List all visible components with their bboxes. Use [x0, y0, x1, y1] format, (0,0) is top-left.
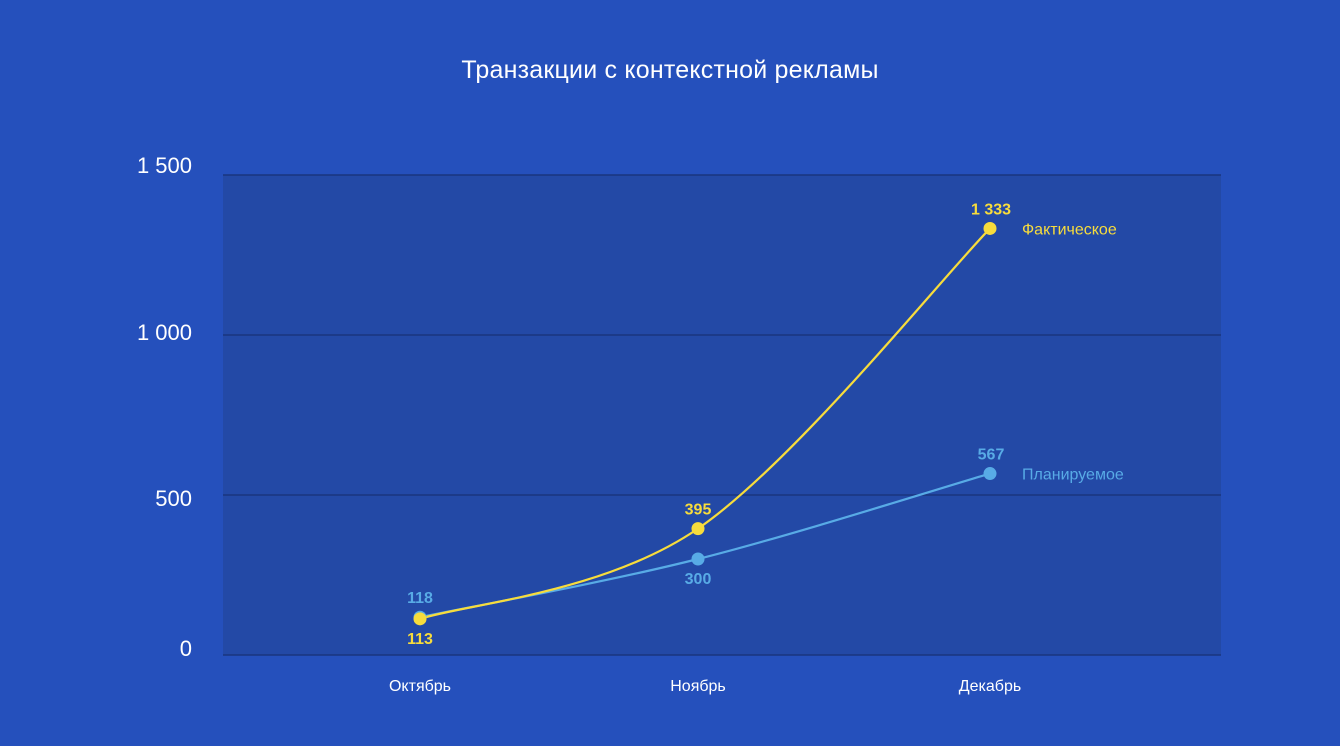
- x-tick-label: Декабрь: [959, 678, 1021, 695]
- chart-title: Транзакции с контекстной рекламы: [461, 56, 879, 84]
- x-tick-label: Октябрь: [389, 678, 451, 695]
- data-label: 1 333: [971, 201, 1011, 218]
- data-point: [413, 612, 427, 626]
- data-point: [983, 221, 997, 235]
- series-line-actual: [419, 227, 991, 620]
- data-label: 113: [407, 631, 433, 648]
- data-point: [983, 467, 997, 481]
- y-tick-label: 1 000: [137, 320, 192, 345]
- y-tick-label: 1 500: [137, 153, 192, 178]
- data-label: 395: [685, 502, 712, 519]
- x-tick-label: Ноябрь: [670, 678, 726, 695]
- data-label: 118: [407, 590, 433, 607]
- series-label: Планируемое: [1022, 467, 1124, 484]
- y-tick-label: 0: [180, 636, 192, 661]
- series-label: Фактическое: [1022, 221, 1117, 238]
- data-label: 567: [978, 447, 1005, 464]
- plot-area: [223, 175, 1221, 655]
- data-label: 300: [685, 571, 712, 588]
- y-tick-label: 500: [155, 486, 192, 511]
- data-point: [691, 552, 705, 566]
- data-point: [691, 522, 705, 536]
